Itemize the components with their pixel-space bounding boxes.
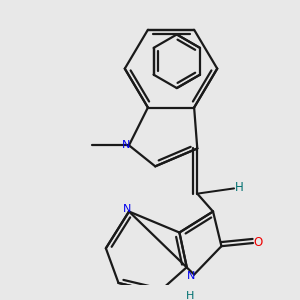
Text: H: H — [186, 291, 194, 300]
Text: O: O — [254, 236, 262, 249]
Text: N: N — [123, 204, 132, 214]
Text: N: N — [187, 271, 195, 281]
Text: N: N — [122, 140, 131, 150]
Text: H: H — [234, 181, 243, 194]
